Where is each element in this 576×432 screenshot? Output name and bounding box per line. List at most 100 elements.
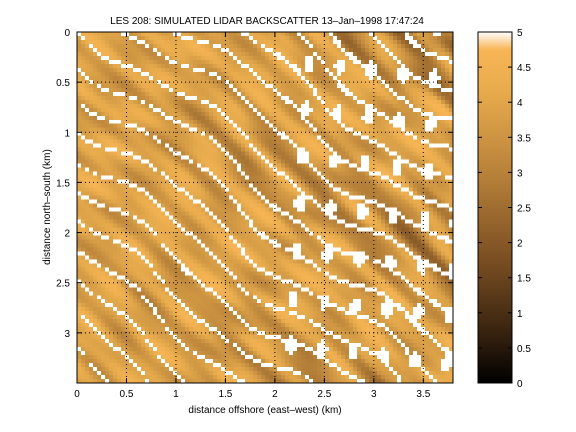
heatmap-cell — [341, 163, 346, 169]
heatmap-cell — [449, 219, 453, 225]
heatmap-cell — [437, 135, 442, 141]
heatmap-cell — [137, 35, 142, 41]
heatmap-cell — [397, 163, 402, 169]
heatmap-cell — [433, 151, 438, 157]
heatmap-cell — [361, 235, 366, 241]
heatmap-cell — [433, 143, 438, 149]
heatmap-cell — [349, 191, 354, 197]
heatmap-cell — [169, 99, 174, 105]
heatmap-cell — [273, 75, 278, 81]
heatmap-cell — [329, 63, 334, 69]
heatmap-cell — [85, 95, 90, 101]
heatmap-cell — [393, 151, 398, 157]
heatmap-cell — [329, 51, 334, 57]
heatmap-cell — [157, 235, 162, 241]
heatmap-cell — [141, 199, 146, 205]
heatmap-cell — [325, 67, 330, 73]
heatmap-cell — [365, 199, 370, 205]
heatmap-cell — [265, 111, 270, 117]
heatmap-cell — [165, 111, 170, 117]
heatmap-cell — [89, 243, 94, 248]
heatmap-cell — [217, 91, 222, 97]
heatmap-cell — [185, 107, 190, 113]
heatmap-cell — [245, 187, 250, 193]
heatmap-cell — [89, 39, 94, 45]
heatmap-cell — [137, 159, 142, 165]
heatmap-cell — [277, 99, 282, 105]
heatmap-cell — [377, 95, 382, 101]
heatmap-cell — [289, 231, 294, 237]
heatmap-cell — [269, 211, 274, 217]
heatmap-cell — [437, 147, 442, 153]
heatmap-cell — [237, 67, 242, 73]
heatmap-cell — [353, 63, 358, 69]
heatmap-cell — [249, 151, 254, 157]
heatmap-cell — [145, 203, 150, 209]
heatmap-cell — [325, 131, 330, 137]
heatmap-cell — [409, 227, 414, 233]
heatmap-cell — [145, 183, 150, 189]
heatmap-cell — [445, 99, 450, 105]
heatmap-cell — [261, 83, 266, 89]
heatmap-cell — [289, 151, 294, 157]
heatmap-cell — [401, 203, 406, 209]
heatmap-cell — [165, 175, 170, 181]
heatmap-cell — [445, 203, 450, 209]
heatmap-cell — [381, 107, 386, 113]
heatmap-cell — [257, 167, 262, 173]
heatmap-cell — [93, 115, 98, 121]
heatmap-cell — [261, 159, 266, 165]
heatmap-cell — [225, 183, 230, 189]
heatmap-cell — [193, 159, 198, 165]
heatmap-cell — [209, 59, 214, 65]
heatmap-cell — [117, 59, 122, 65]
heatmap-cell — [397, 91, 402, 97]
heatmap-cell — [213, 123, 218, 129]
heatmap-cell — [353, 167, 358, 173]
heatmap-cell — [413, 67, 418, 73]
heatmap-cell — [173, 199, 178, 205]
heatmap-cell — [113, 135, 118, 141]
heatmap-cell — [409, 119, 414, 125]
heatmap-cell — [185, 167, 190, 173]
heatmap-cell — [341, 71, 346, 77]
heatmap-cell — [297, 187, 302, 193]
heatmap-cell — [125, 143, 130, 149]
heatmap-cell — [373, 151, 378, 157]
heatmap-cell — [305, 223, 310, 229]
heatmap-cell — [185, 183, 190, 189]
heatmap-cell — [281, 239, 286, 244]
heatmap-cell — [353, 187, 358, 193]
heatmap-cell — [301, 127, 306, 133]
heatmap-cell — [445, 163, 450, 169]
heatmap-cell — [357, 155, 362, 161]
heatmap-cell — [101, 167, 106, 173]
heatmap-cell — [229, 159, 234, 165]
heatmap-cell — [281, 219, 286, 225]
heatmap-cell — [129, 32, 134, 37]
heatmap-cell — [373, 203, 378, 209]
heatmap-cell — [169, 59, 174, 65]
heatmap-cell — [265, 195, 270, 201]
heatmap-cell — [181, 179, 186, 185]
heatmap-cell — [81, 147, 86, 153]
heatmap-cell — [97, 163, 102, 169]
heatmap-cell — [165, 139, 170, 145]
heatmap-cell — [309, 99, 314, 105]
heatmap-cell — [405, 235, 410, 241]
heatmap-cell — [141, 227, 146, 233]
heatmap-cell — [277, 131, 282, 137]
heatmap-cell — [205, 207, 210, 213]
heatmap-cell — [129, 83, 134, 89]
heatmap-cell — [177, 179, 182, 185]
heatmap-cell — [101, 83, 106, 89]
heatmap-cell — [257, 79, 262, 85]
heatmap-cell — [85, 103, 90, 109]
heatmap-cell — [201, 211, 206, 217]
heatmap-cell — [269, 171, 274, 177]
heatmap-cell — [285, 83, 290, 89]
heatmap-cell — [429, 91, 434, 97]
heatmap-cell — [169, 203, 174, 209]
heatmap-cell — [305, 167, 310, 173]
heatmap-cell — [329, 67, 334, 73]
